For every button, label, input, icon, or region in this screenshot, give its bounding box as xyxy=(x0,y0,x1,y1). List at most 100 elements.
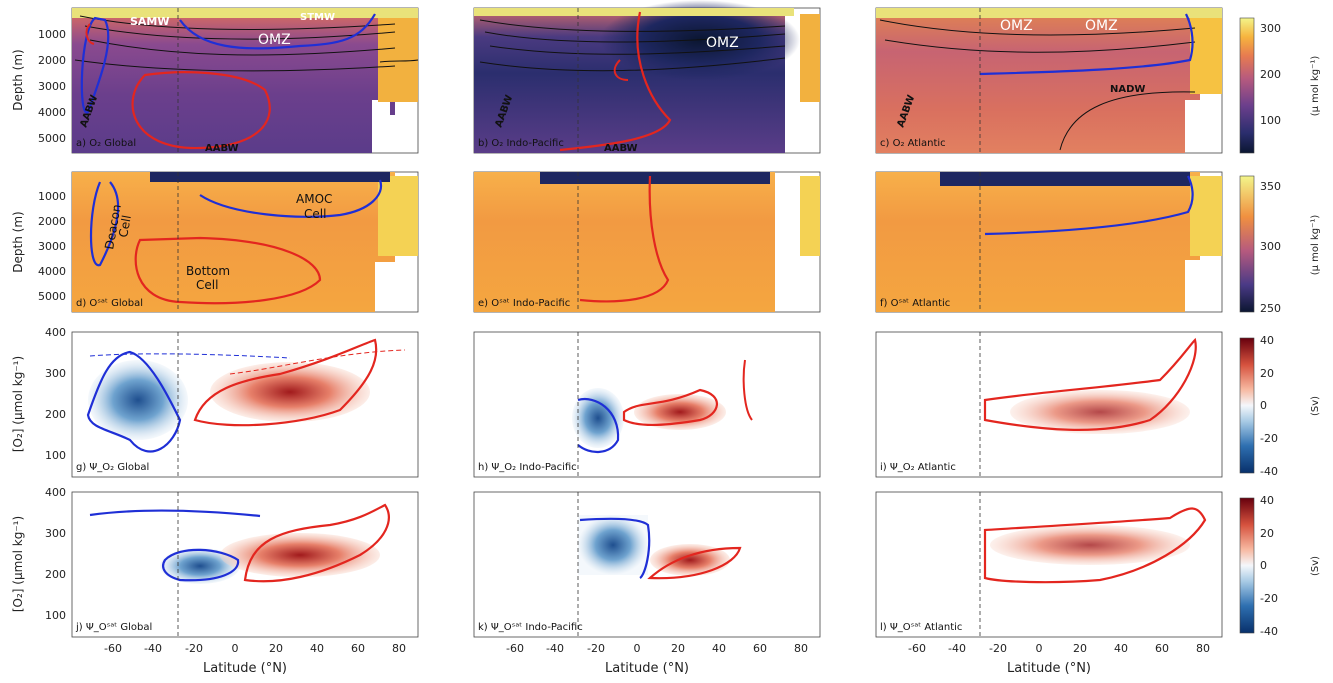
stream-blue xyxy=(89,509,261,518)
x-tick: -40 xyxy=(144,642,162,655)
x-tick: -60 xyxy=(506,642,524,655)
label-omz: OMZ xyxy=(258,32,291,48)
x-axis-label: Latitude (°N) xyxy=(605,661,689,676)
panel-e-field xyxy=(474,172,775,312)
panel-b-surface xyxy=(474,8,794,16)
isopycnal-line xyxy=(79,15,396,31)
x-tick: 80 xyxy=(794,642,808,655)
stream-blue xyxy=(979,13,1194,76)
colorbar-row4: 40 20 0 -20 -40 (Sv) xyxy=(1239,494,1321,638)
panel-label: i) Ψ_O₂ Atlantic xyxy=(880,462,956,473)
panel-label: e) Oˢᵃᵗ Indo-Pacific xyxy=(478,298,570,309)
colorbar-tick: 200 xyxy=(1260,68,1281,81)
stream-blue-dashed xyxy=(89,353,291,359)
x-tick: 80 xyxy=(1196,642,1210,655)
isopycnal-line xyxy=(89,39,396,56)
colorbar-tick: 300 xyxy=(1260,240,1281,253)
y-tick: 2000 xyxy=(38,215,66,228)
label-aabw: AABW xyxy=(604,143,638,154)
blue-cell xyxy=(88,360,188,440)
panel-label: b) O₂ Indo-Pacific xyxy=(478,138,564,149)
stream-blue xyxy=(984,175,1194,236)
panel-label: f) Oˢᵃᵗ Atlantic xyxy=(880,298,950,309)
stream-red xyxy=(613,59,629,81)
label-bottom-cell-2: Cell xyxy=(196,278,218,292)
stream-red xyxy=(85,23,95,45)
colorbar-gradient xyxy=(1239,337,1255,474)
colorbar-tick: 40 xyxy=(1260,494,1274,507)
y-axis-row3: 400 300 200 100 [O₂] (μmol kg⁻¹) xyxy=(11,326,66,462)
panel-k: k) Ψ_Oˢᵃᵗ Indo-Pacific xyxy=(473,491,821,638)
x-tick: 20 xyxy=(671,642,685,655)
panel-a: SAMW STMW OMZ AABW AABW a) O₂ Global xyxy=(71,7,419,154)
y-tick: 100 xyxy=(45,449,66,462)
y-tick: 5000 xyxy=(38,132,66,145)
y-axis-row4: 400 300 200 100 [O₂] (μmol kg⁻¹) xyxy=(11,486,66,622)
colorbar-gradient xyxy=(1239,175,1255,313)
label-omz: OMZ xyxy=(1000,18,1033,34)
x-tick: 60 xyxy=(351,642,365,655)
y-axis-label: Depth (m) xyxy=(11,211,25,272)
label-omz: OMZ xyxy=(706,35,739,51)
panel-l: l) Ψ_Oˢᵃᵗ Atlantic xyxy=(875,491,1223,638)
label-omz: OMZ xyxy=(1085,18,1118,34)
panel-h: h) Ψ_O₂ Indo-Pacific xyxy=(473,331,821,478)
panel-f-north xyxy=(1190,176,1222,256)
panel-g: g) Ψ_O₂ Global xyxy=(71,331,419,478)
y-tick: 2000 xyxy=(38,54,66,67)
blue-cell xyxy=(160,548,240,584)
panel-f: f) Oˢᵃᵗ Atlantic xyxy=(875,171,1223,313)
y-axis-label: [O₂] (μmol kg⁻¹) xyxy=(11,356,25,452)
panel-label: l) Ψ_Oˢᵃᵗ Atlantic xyxy=(880,622,962,633)
label-nadw: NADW xyxy=(1110,84,1145,95)
isopycnal-line xyxy=(479,57,786,72)
isopycnal-line xyxy=(879,19,1196,36)
blue-cell xyxy=(572,388,624,448)
y-tick: 3000 xyxy=(38,80,66,93)
colorbar-row2: 350 300 250 (μ mol kg⁻¹) xyxy=(1239,175,1321,315)
colorbar-tick: 40 xyxy=(1260,334,1274,347)
x-tick: -40 xyxy=(948,642,966,655)
panel-d-north xyxy=(378,176,418,256)
colorbar-tick: 0 xyxy=(1260,399,1267,412)
colorbar-label: (μ mol kg⁻¹) xyxy=(1310,56,1321,117)
y-axis-row1: 1000 2000 3000 4000 5000 Depth (m) xyxy=(11,28,66,145)
x-tick: 20 xyxy=(1073,642,1087,655)
panel-e-north xyxy=(800,176,820,256)
colorbar-tick: 0 xyxy=(1260,559,1267,572)
panel-e: e) Oˢᵃᵗ Indo-Pacific xyxy=(473,171,821,313)
x-axis-col3: -60 -40 -20 0 20 40 60 80 Latitude (°N) xyxy=(908,642,1210,676)
label-amoc-cell: AMOC xyxy=(296,192,332,206)
x-tick: 60 xyxy=(753,642,767,655)
colorbar-label: (μ mol kg⁻¹) xyxy=(1310,215,1321,276)
panel-i: i) Ψ_O₂ Atlantic xyxy=(875,331,1223,478)
colorbar-tick: 250 xyxy=(1260,302,1281,315)
colorbar-label: (Sv) xyxy=(1310,396,1321,416)
y-tick: 300 xyxy=(45,527,66,540)
colorbar-tick: -40 xyxy=(1260,465,1278,478)
stream-blue xyxy=(89,181,120,267)
x-axis-col2: -60 -40 -20 0 20 40 60 80 Latitude (°N) xyxy=(506,642,808,676)
panel-d-surface xyxy=(150,172,390,182)
red-cell xyxy=(210,362,370,422)
colorbar-tick: 20 xyxy=(1260,367,1274,380)
isopycnal-line xyxy=(884,39,1196,53)
y-tick: 1000 xyxy=(38,190,66,203)
y-tick: 200 xyxy=(45,408,66,421)
y-axis-label: Depth (m) xyxy=(11,49,25,110)
panel-b: OMZ AABW AABW b) O₂ Indo-Pacific xyxy=(473,0,821,154)
colorbar-row3: 40 20 0 -20 -40 (Sv) xyxy=(1239,334,1321,478)
colorbar-tick: 350 xyxy=(1260,180,1281,193)
label-stmw: STMW xyxy=(300,12,335,23)
stream-red xyxy=(647,546,742,580)
y-axis-label: [O₂] (μmol kg⁻¹) xyxy=(11,516,25,612)
stream-blue xyxy=(80,16,110,114)
panel-c-north xyxy=(1190,14,1222,94)
colorbar-tick: 300 xyxy=(1260,22,1281,35)
panel-d-field xyxy=(72,172,395,312)
stream-blue xyxy=(86,350,182,453)
x-tick: 0 xyxy=(634,642,641,655)
y-tick: 1000 xyxy=(38,28,66,41)
stream-red xyxy=(742,359,753,421)
x-tick: 60 xyxy=(1155,642,1169,655)
